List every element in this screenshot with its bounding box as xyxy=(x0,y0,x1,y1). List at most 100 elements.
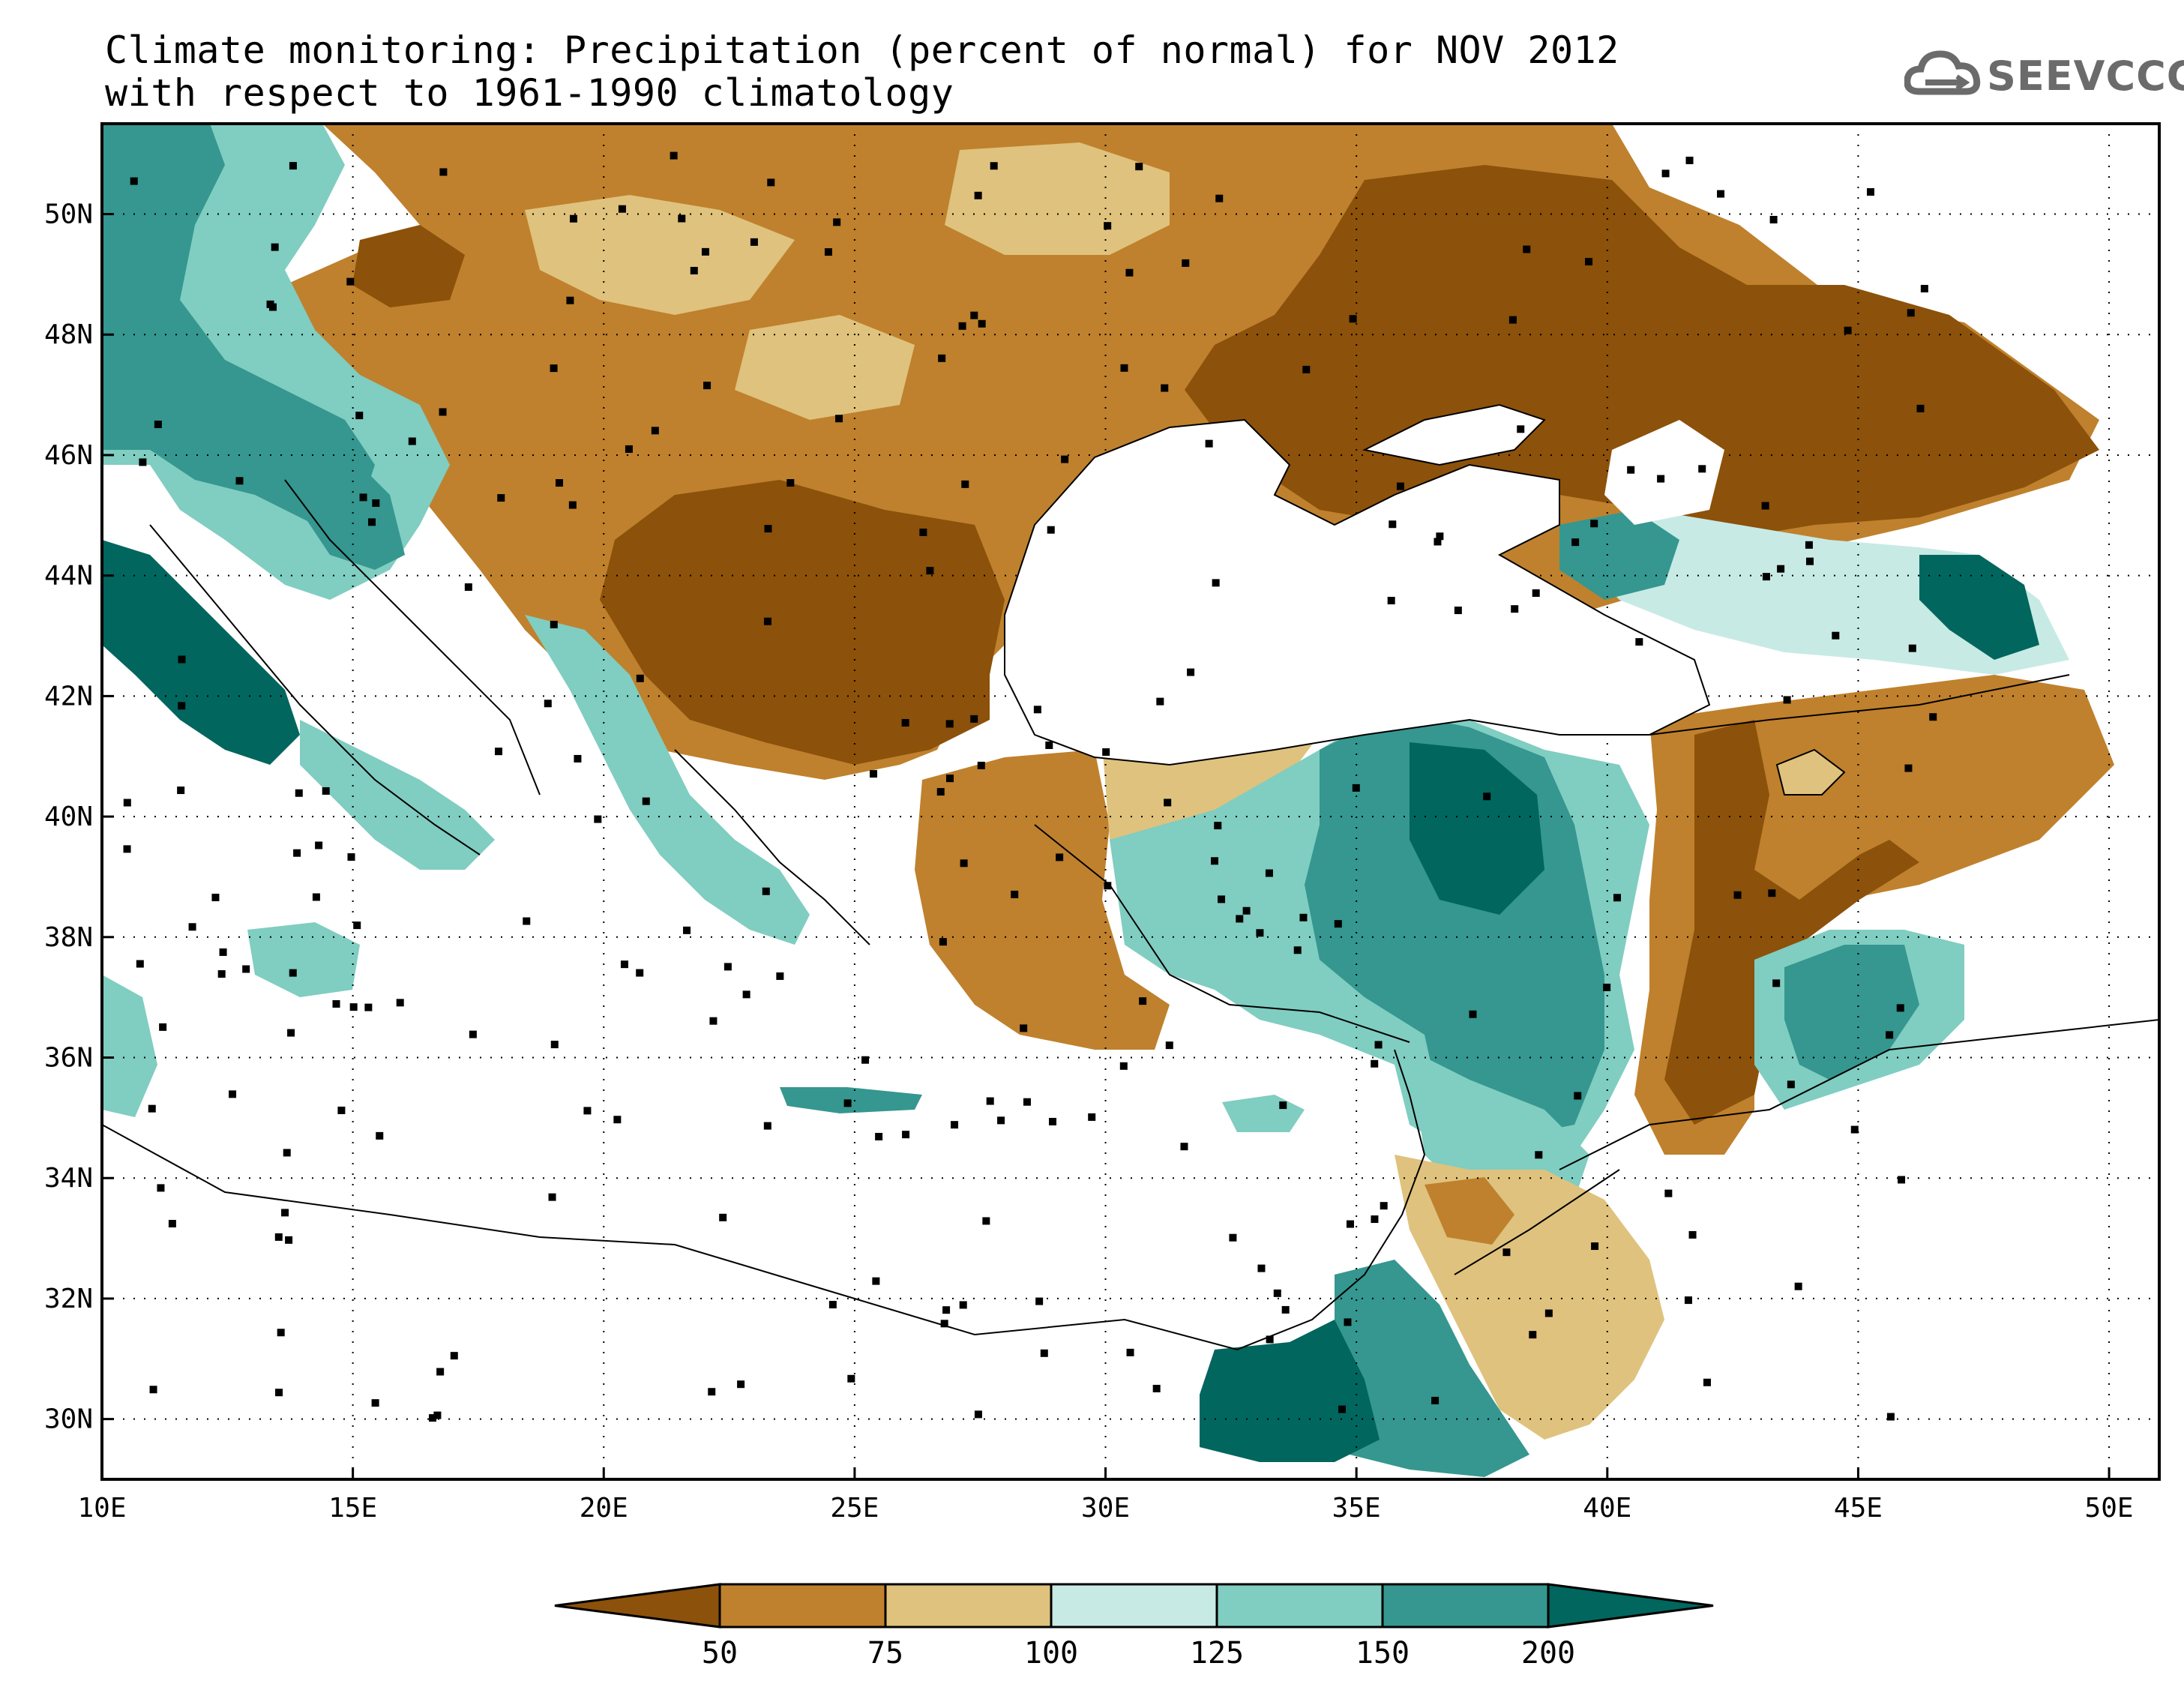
station-marker xyxy=(450,1352,458,1360)
station-marker xyxy=(1156,697,1164,706)
station-marker xyxy=(1850,1125,1859,1134)
y-tick-label: 50N xyxy=(44,199,93,230)
station-marker xyxy=(1517,425,1525,433)
field-wet-sicily xyxy=(247,922,360,997)
station-marker xyxy=(178,702,186,710)
station-marker xyxy=(1532,589,1540,598)
station-marker xyxy=(149,1386,157,1394)
station-marker xyxy=(951,1121,959,1129)
station-marker xyxy=(364,1003,373,1011)
station-marker xyxy=(936,788,945,796)
field-slightly-dry-hungary xyxy=(735,315,915,420)
station-marker xyxy=(1688,1230,1697,1239)
station-marker xyxy=(1535,1151,1543,1159)
colorbar-label: 50 xyxy=(702,1636,738,1671)
station-marker xyxy=(436,1368,445,1376)
sea-of-azov xyxy=(1362,403,1546,466)
station-marker xyxy=(1904,764,1913,772)
station-marker xyxy=(1135,163,1143,171)
station-marker xyxy=(1371,1215,1379,1224)
y-tick-label: 38N xyxy=(44,922,93,953)
station-marker xyxy=(1794,1282,1802,1290)
station-marker xyxy=(337,1106,346,1114)
station-marker xyxy=(1844,326,1852,334)
field-wet-greece xyxy=(525,615,810,945)
station-marker xyxy=(901,719,909,727)
station-marker xyxy=(737,1380,745,1389)
station-marker xyxy=(1436,532,1444,541)
station-marker xyxy=(285,1236,293,1244)
station-marker xyxy=(945,775,954,783)
station-marker xyxy=(347,853,355,861)
station-marker xyxy=(1684,1296,1692,1305)
station-marker xyxy=(786,479,795,487)
station-marker xyxy=(566,296,574,304)
station-marker xyxy=(1777,565,1785,573)
colorbar-segment xyxy=(1215,1583,1384,1629)
station-marker xyxy=(1045,741,1053,749)
station-marker xyxy=(157,1184,165,1192)
station-marker xyxy=(1761,502,1769,510)
station-marker xyxy=(1047,526,1055,534)
station-marker xyxy=(902,1131,910,1139)
station-marker xyxy=(574,754,582,763)
station-marker xyxy=(550,620,558,628)
x-axis: 10E 15E 20E 25E 30E 35E 40E 45E 50E xyxy=(77,1467,2134,1524)
chart-subtitle: with respect to 1961-1990 climatology xyxy=(105,71,954,115)
station-marker xyxy=(1635,638,1643,646)
map-plot-area xyxy=(102,124,2159,1479)
station-marker xyxy=(271,243,279,251)
station-marker xyxy=(926,567,934,575)
station-marker xyxy=(1218,895,1226,903)
station-marker xyxy=(636,969,644,977)
station-marker xyxy=(835,415,843,423)
station-marker xyxy=(1454,607,1462,615)
station-marker xyxy=(1523,245,1531,253)
station-marker xyxy=(1349,315,1357,323)
station-marker xyxy=(1215,194,1224,202)
station-marker xyxy=(861,1056,870,1064)
station-marker xyxy=(1627,466,1635,474)
station-marker xyxy=(1717,190,1725,198)
station-marker xyxy=(986,1097,994,1105)
station-marker xyxy=(1020,1024,1028,1032)
station-marker xyxy=(1603,983,1611,991)
station-marker xyxy=(495,748,503,756)
station-marker xyxy=(958,322,966,330)
station-marker xyxy=(1371,1059,1379,1068)
station-marker xyxy=(136,960,144,968)
station-marker xyxy=(1571,538,1580,547)
station-marker xyxy=(372,499,380,508)
y-tick-label: 44N xyxy=(44,561,93,592)
station-marker xyxy=(1886,1413,1895,1421)
station-marker xyxy=(322,787,330,795)
station-marker xyxy=(701,247,709,256)
station-marker xyxy=(1698,465,1706,473)
station-marker xyxy=(875,1132,883,1140)
station-marker xyxy=(1762,573,1770,581)
station-marker xyxy=(1772,979,1781,987)
station-marker xyxy=(1104,222,1112,230)
station-marker xyxy=(1126,1348,1134,1356)
station-marker xyxy=(1544,1309,1553,1317)
station-marker xyxy=(1102,748,1110,757)
station-marker xyxy=(1783,696,1791,704)
station-marker xyxy=(942,1306,951,1314)
station-marker xyxy=(1685,156,1694,164)
station-marker xyxy=(332,999,340,1008)
station-marker xyxy=(188,923,196,931)
station-marker xyxy=(396,999,404,1007)
station-marker xyxy=(847,1374,855,1383)
field-very-wet-alps xyxy=(102,124,375,525)
station-marker xyxy=(1929,713,1937,721)
station-marker xyxy=(1293,946,1302,954)
station-marker xyxy=(242,965,250,973)
station-marker xyxy=(974,1410,982,1419)
station-marker xyxy=(940,1320,948,1328)
field-extreme-wet-anatolia xyxy=(1410,742,1544,915)
station-marker xyxy=(281,1209,289,1217)
station-marker xyxy=(1768,889,1776,897)
station-marker xyxy=(1661,169,1670,178)
station-marker xyxy=(1529,1331,1537,1339)
station-marker xyxy=(970,715,978,723)
